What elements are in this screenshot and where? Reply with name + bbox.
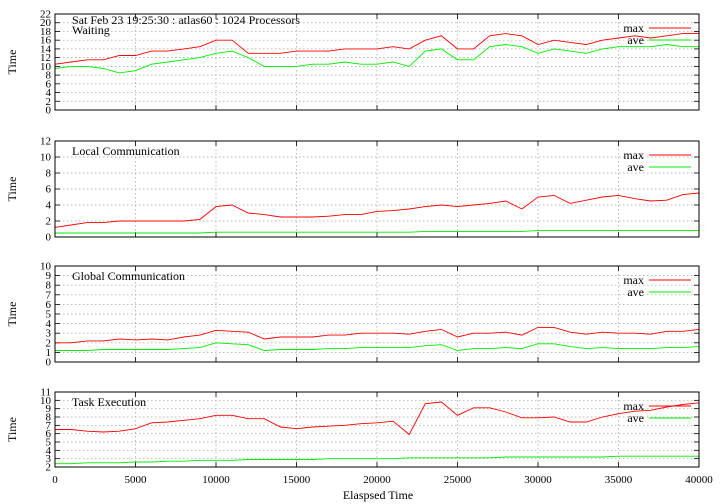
y-tick-label: 8 — [46, 412, 52, 424]
y-axis-label: Time — [5, 50, 19, 75]
legend-label-ave: ave — [627, 160, 644, 174]
y-tick-label: 12 — [40, 52, 51, 64]
y-tick-label: 0 — [46, 105, 52, 117]
plot-frame — [54, 13, 700, 111]
y-tick-label: 1 — [46, 347, 52, 359]
x-tick-label: 20000 — [363, 474, 391, 486]
y-tick-label: 10 — [40, 395, 52, 407]
y-tick-label: 5 — [46, 309, 52, 321]
y-tick-label: 10 — [40, 261, 52, 273]
y-tick-label: 8 — [46, 280, 52, 292]
y-tick-label: 8 — [46, 168, 52, 180]
y-tick-label: 16 — [40, 35, 52, 47]
series-line-max — [55, 401, 700, 436]
x-tick-label: 0 — [52, 474, 58, 486]
y-tick-label: 11 — [40, 387, 51, 399]
y-tick-label: 7 — [46, 420, 52, 432]
y-tick-label: 9 — [46, 403, 52, 415]
panel-title: Local Communication — [72, 144, 180, 158]
series-line-max — [54, 33, 699, 65]
y-tick-label: 5 — [46, 437, 52, 449]
y-tick-label: 6 — [46, 184, 52, 196]
series-line-max — [54, 192, 700, 228]
x-tick-label: 15000 — [283, 474, 311, 486]
x-tick-label: 10000 — [202, 474, 230, 486]
y-tick-label: 14 — [40, 43, 52, 55]
y-tick-label: 10 — [40, 152, 52, 164]
y-tick-label: 9 — [46, 270, 52, 282]
y-tick-label: 7 — [46, 289, 52, 301]
y-tick-label: 4 — [46, 445, 52, 457]
x-tick-label: 40000 — [685, 474, 713, 486]
y-tick-label: 8 — [46, 70, 52, 82]
y-tick-label: 4 — [46, 87, 52, 99]
legend-label-max: max — [623, 148, 644, 162]
y-axis-label: Time — [5, 417, 19, 442]
panel-title: Task Execution — [72, 395, 146, 409]
legend-label-max: max — [623, 273, 644, 287]
y-tick-label: 18 — [40, 26, 52, 38]
legend-label-ave: ave — [627, 411, 644, 425]
series-line-ave — [55, 342, 700, 351]
series-line-ave — [55, 230, 699, 234]
y-tick-label: 2 — [46, 216, 52, 228]
x-axis-label: Elaspsed Time — [343, 488, 413, 502]
legend-label-ave: ave — [627, 285, 644, 299]
y-tick-label: 3 — [46, 453, 52, 465]
y-tick-label: 6 — [46, 428, 52, 440]
y-tick-label: 3 — [46, 328, 52, 340]
y-tick-label: 0 — [46, 232, 52, 244]
y-tick-label: 22 — [40, 9, 51, 21]
y-tick-label: 4 — [46, 200, 52, 212]
y-tick-label: 2 — [46, 96, 52, 108]
plot-frame — [54, 265, 700, 363]
x-tick-label: 30000 — [524, 474, 552, 486]
y-tick-label: 2 — [46, 462, 52, 474]
y-axis-label: Time — [5, 177, 19, 202]
series-line-max — [55, 326, 700, 344]
y-tick-label: 20 — [40, 17, 52, 29]
y-tick-label: 4 — [46, 318, 52, 330]
panel-title: Global Communication — [72, 269, 185, 283]
x-tick-label: 5000 — [125, 474, 148, 486]
y-tick-label: 12 — [40, 136, 51, 148]
y-tick-label: 10 — [40, 61, 52, 73]
y-tick-label: 6 — [46, 78, 52, 90]
y-axis-label: Time — [5, 302, 19, 327]
y-tick-label: 0 — [46, 357, 52, 369]
plot-frame — [54, 391, 700, 468]
panel-title: Waiting — [72, 23, 110, 37]
legend-label-max: max — [623, 21, 644, 35]
series-line-ave — [54, 44, 699, 74]
legend-label-max: max — [623, 399, 644, 413]
y-tick-label: 6 — [46, 299, 52, 311]
x-tick-label: 25000 — [444, 474, 472, 486]
plot-frame — [54, 140, 700, 238]
legend-label-ave: ave — [627, 33, 644, 47]
x-tick-label: 35000 — [605, 474, 633, 486]
y-tick-label: 2 — [46, 337, 52, 349]
figure-header: Sat Feb 23 19:25:30 : atlas60 : 1024 Pro… — [72, 13, 300, 27]
series-line-ave — [55, 455, 699, 465]
